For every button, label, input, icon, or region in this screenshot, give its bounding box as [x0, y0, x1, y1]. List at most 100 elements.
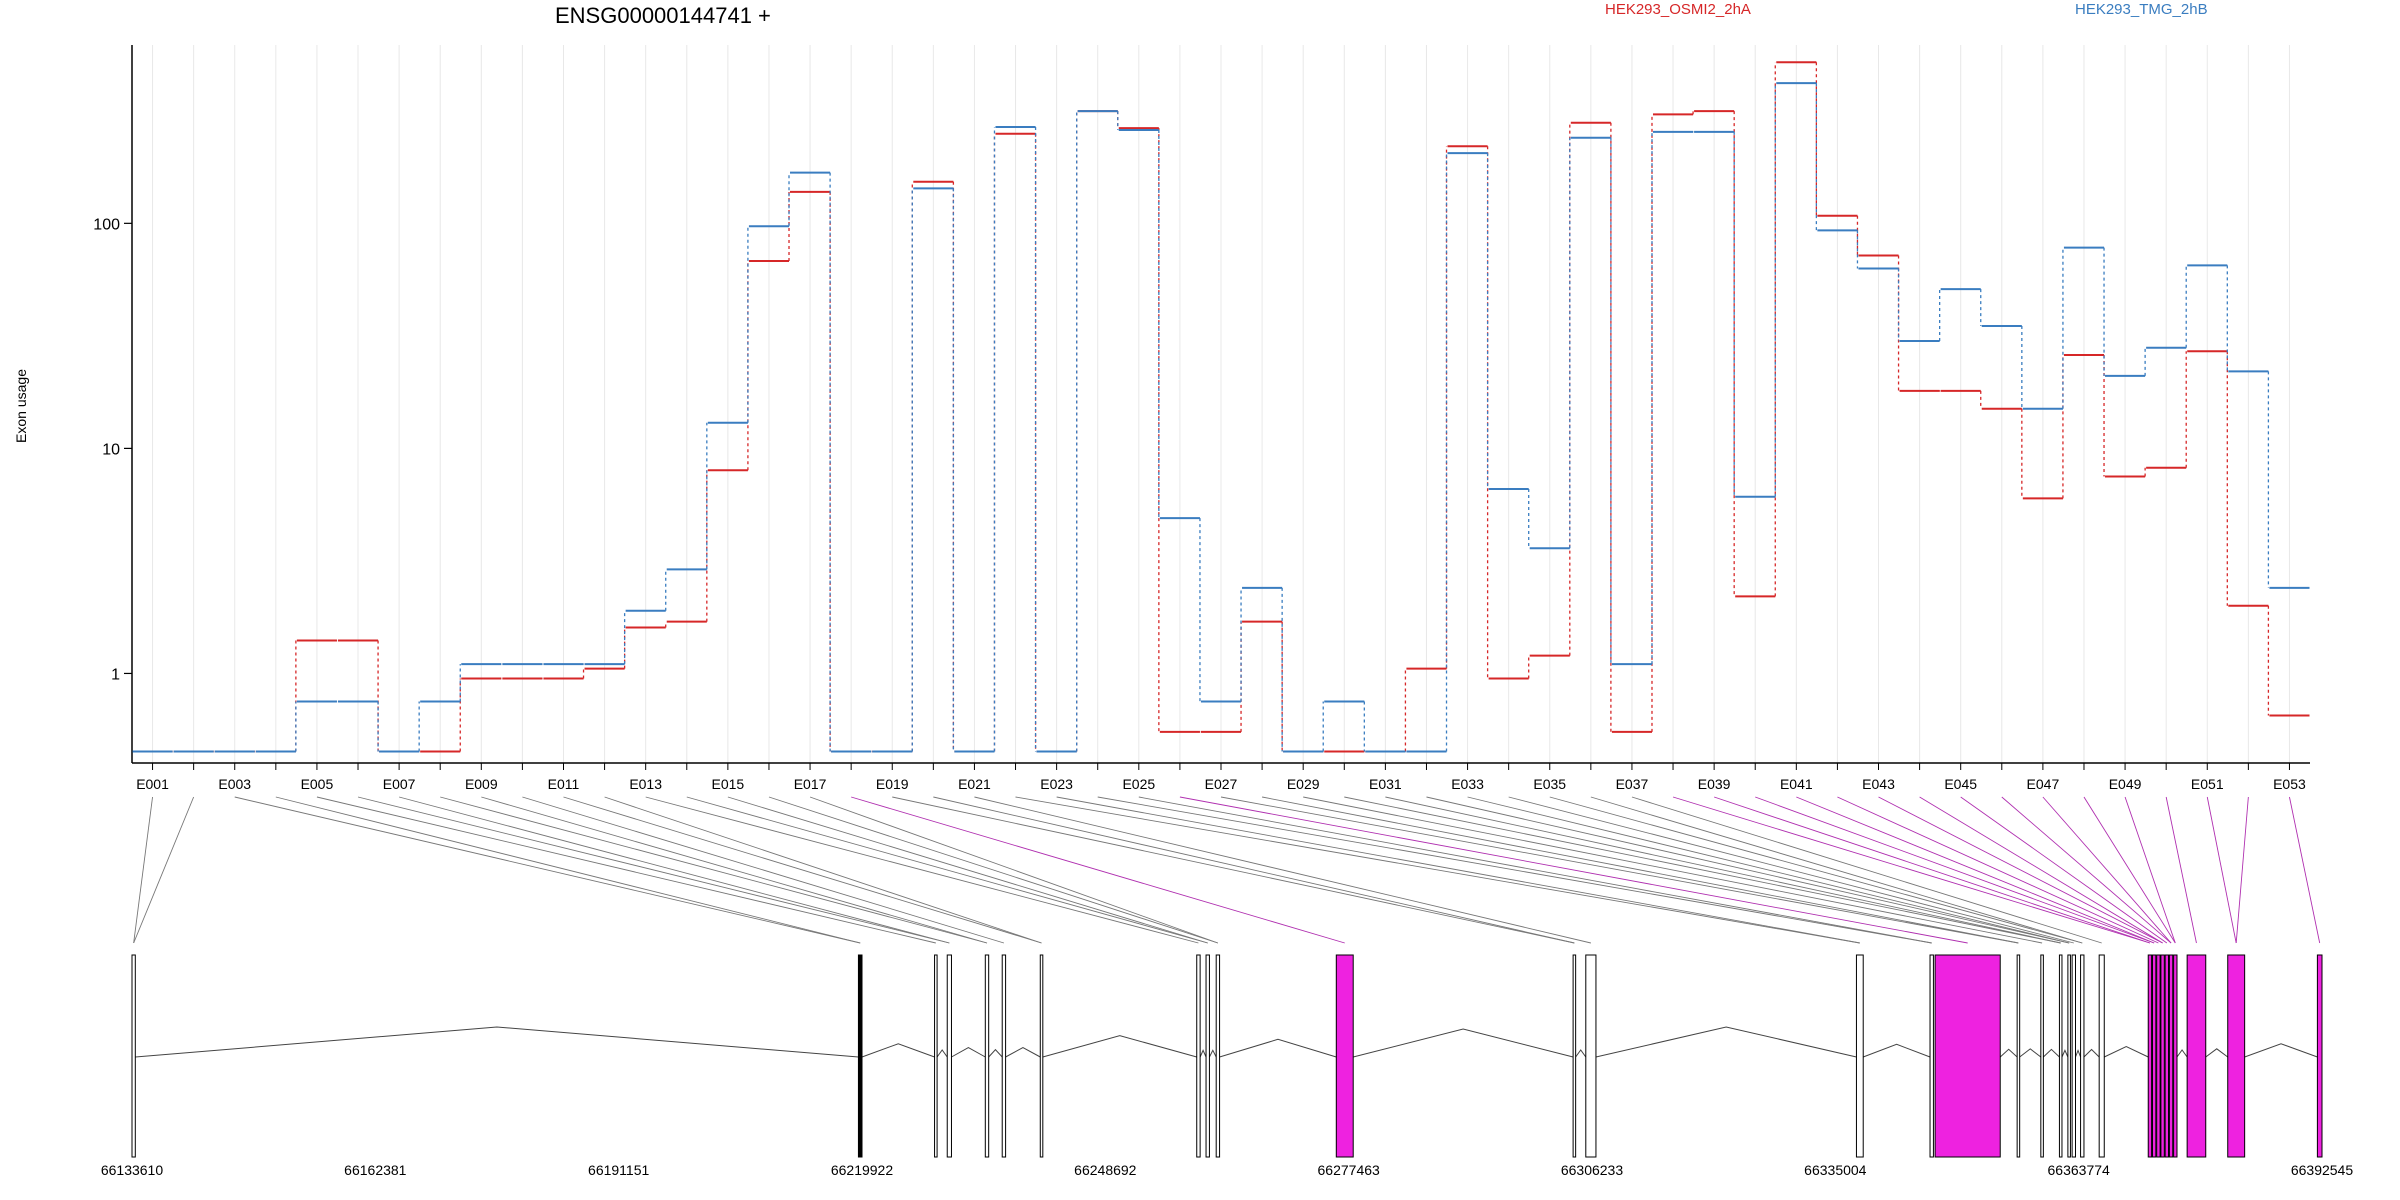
legend-entry-tmg: HEK293_TMG_2hB: [2075, 1, 2208, 18]
exon-connector: [234, 796, 861, 944]
intron-line: [135, 1026, 859, 1058]
exon-connector: [2165, 796, 2197, 944]
exon-box: [1215, 954, 1221, 1158]
exon-connector: [686, 796, 1208, 944]
exon-box: [1572, 954, 1577, 1158]
exon-connector: [2235, 796, 2249, 944]
exon-box: [2168, 954, 2174, 1158]
genomic-coordinate-axis: 66133610 66162381 66191151 66219922 66248692…: [101, 1162, 2354, 1178]
x-tick-label: E027: [1205, 776, 1238, 792]
exon-box: [1585, 954, 1597, 1158]
exon-connector: [1015, 796, 1860, 944]
x-tick-label: E037: [1616, 776, 1649, 792]
exon-connector: [1837, 796, 2159, 944]
intron-line: [1595, 1026, 1857, 1058]
exon-connector: [851, 796, 1345, 944]
exon-box: [131, 954, 136, 1158]
exon-connector: [1960, 796, 2168, 944]
exon-connector: [1056, 796, 1860, 944]
exon-connector: [809, 796, 1219, 944]
genomic-tick-label: 66335004: [1804, 1162, 1867, 1178]
exon-connector: [1467, 796, 2070, 944]
exon-connector: [1303, 796, 2043, 944]
exon-connector-lines: [133, 796, 2321, 944]
exon-box: [946, 954, 952, 1158]
genomic-tick-label: 66277463: [1318, 1162, 1381, 1178]
exon-box: [1001, 954, 1007, 1158]
exon-connector: [1508, 796, 2074, 944]
genomic-tick-label: 66392545: [2291, 1162, 2354, 1178]
exon-connector: [1755, 796, 2155, 944]
x-tick-label: E015: [712, 776, 745, 792]
intron-line: [2075, 1049, 2082, 1058]
exon-box: [1205, 954, 1210, 1158]
exon-connector: [604, 796, 1042, 944]
exon-connector: [1220, 796, 2019, 944]
intron-line: [1863, 1043, 1931, 1058]
exon-box: [2160, 954, 2165, 1158]
exon-box: [2156, 954, 2161, 1158]
exon-connector: [2206, 796, 2237, 944]
exon-box: [857, 954, 863, 1158]
exon-box: [984, 954, 990, 1158]
exon-connector: [933, 796, 1575, 944]
exon-box: [2080, 954, 2085, 1158]
x-tick-label: E009: [465, 776, 498, 792]
exon-connector: [2001, 796, 2172, 944]
chart-title: ENSG00000144741 +: [555, 3, 771, 28]
intron-line: [2019, 1048, 2042, 1058]
exon-box: [934, 954, 938, 1158]
exon-connector: [133, 796, 153, 944]
genomic-tick-label: 66219922: [831, 1162, 894, 1178]
exon-box: [1335, 954, 1354, 1158]
exon-box: [1196, 954, 1201, 1158]
exon-connector: [522, 796, 1005, 944]
intron-line: [1219, 1038, 1337, 1058]
exon-box: [2227, 954, 2246, 1158]
vertical-grid: [152, 45, 2290, 763]
intron-line: [1042, 1035, 1197, 1058]
exon-connector: [1262, 796, 2019, 944]
genomic-tick-label: 66248692: [1074, 1162, 1137, 1178]
exon-connector: [275, 796, 861, 944]
exon-connector: [1672, 796, 2151, 944]
x-tick-label: E005: [301, 776, 334, 792]
exon-box: [2186, 954, 2207, 1158]
exon-box: [2173, 954, 2178, 1158]
exon-connector: [2124, 796, 2176, 944]
x-tick-label: E045: [1944, 776, 1977, 792]
exon-connector: [2083, 796, 2176, 944]
x-tick-label: E035: [1533, 776, 1566, 792]
exon-box: [2164, 954, 2170, 1158]
gene-model: [131, 954, 2323, 1158]
x-tick-label: E041: [1780, 776, 1813, 792]
exon-box: [1929, 954, 1934, 1158]
genomic-tick-label: 66363774: [2048, 1162, 2111, 1178]
exon-connector: [1713, 796, 2151, 944]
exon-box: [2071, 954, 2076, 1158]
x-tick-label: E051: [2191, 776, 2224, 792]
exon-box: [2016, 954, 2021, 1158]
intron-line: [2205, 1048, 2229, 1058]
x-tick-label: E007: [383, 776, 416, 792]
exon-connector: [1138, 796, 1932, 944]
exon-connector: [133, 796, 195, 944]
exon-connector: [357, 796, 950, 944]
intron-line: [1999, 1048, 2018, 1058]
genomic-tick-label: 66162381: [344, 1162, 407, 1178]
intron-line: [2244, 1043, 2318, 1058]
intron-line: [1575, 1049, 1587, 1058]
exon-connector: [1549, 796, 2083, 944]
x-tick-label: E033: [1451, 776, 1484, 792]
exon-box: [1039, 954, 1044, 1158]
intron-line: [2176, 1049, 2188, 1058]
intron-line: [2043, 1048, 2060, 1058]
exon-connector: [481, 796, 988, 944]
exon-connector: [2289, 796, 2321, 944]
intron-line: [1353, 1028, 1574, 1058]
exon-box: [2067, 954, 2071, 1158]
genomic-tick-label: 66306233: [1561, 1162, 1624, 1178]
y-axis: 1 10 100: [93, 45, 133, 763]
exon-box: [2098, 954, 2105, 1158]
x-tick-label: E025: [1122, 776, 1155, 792]
